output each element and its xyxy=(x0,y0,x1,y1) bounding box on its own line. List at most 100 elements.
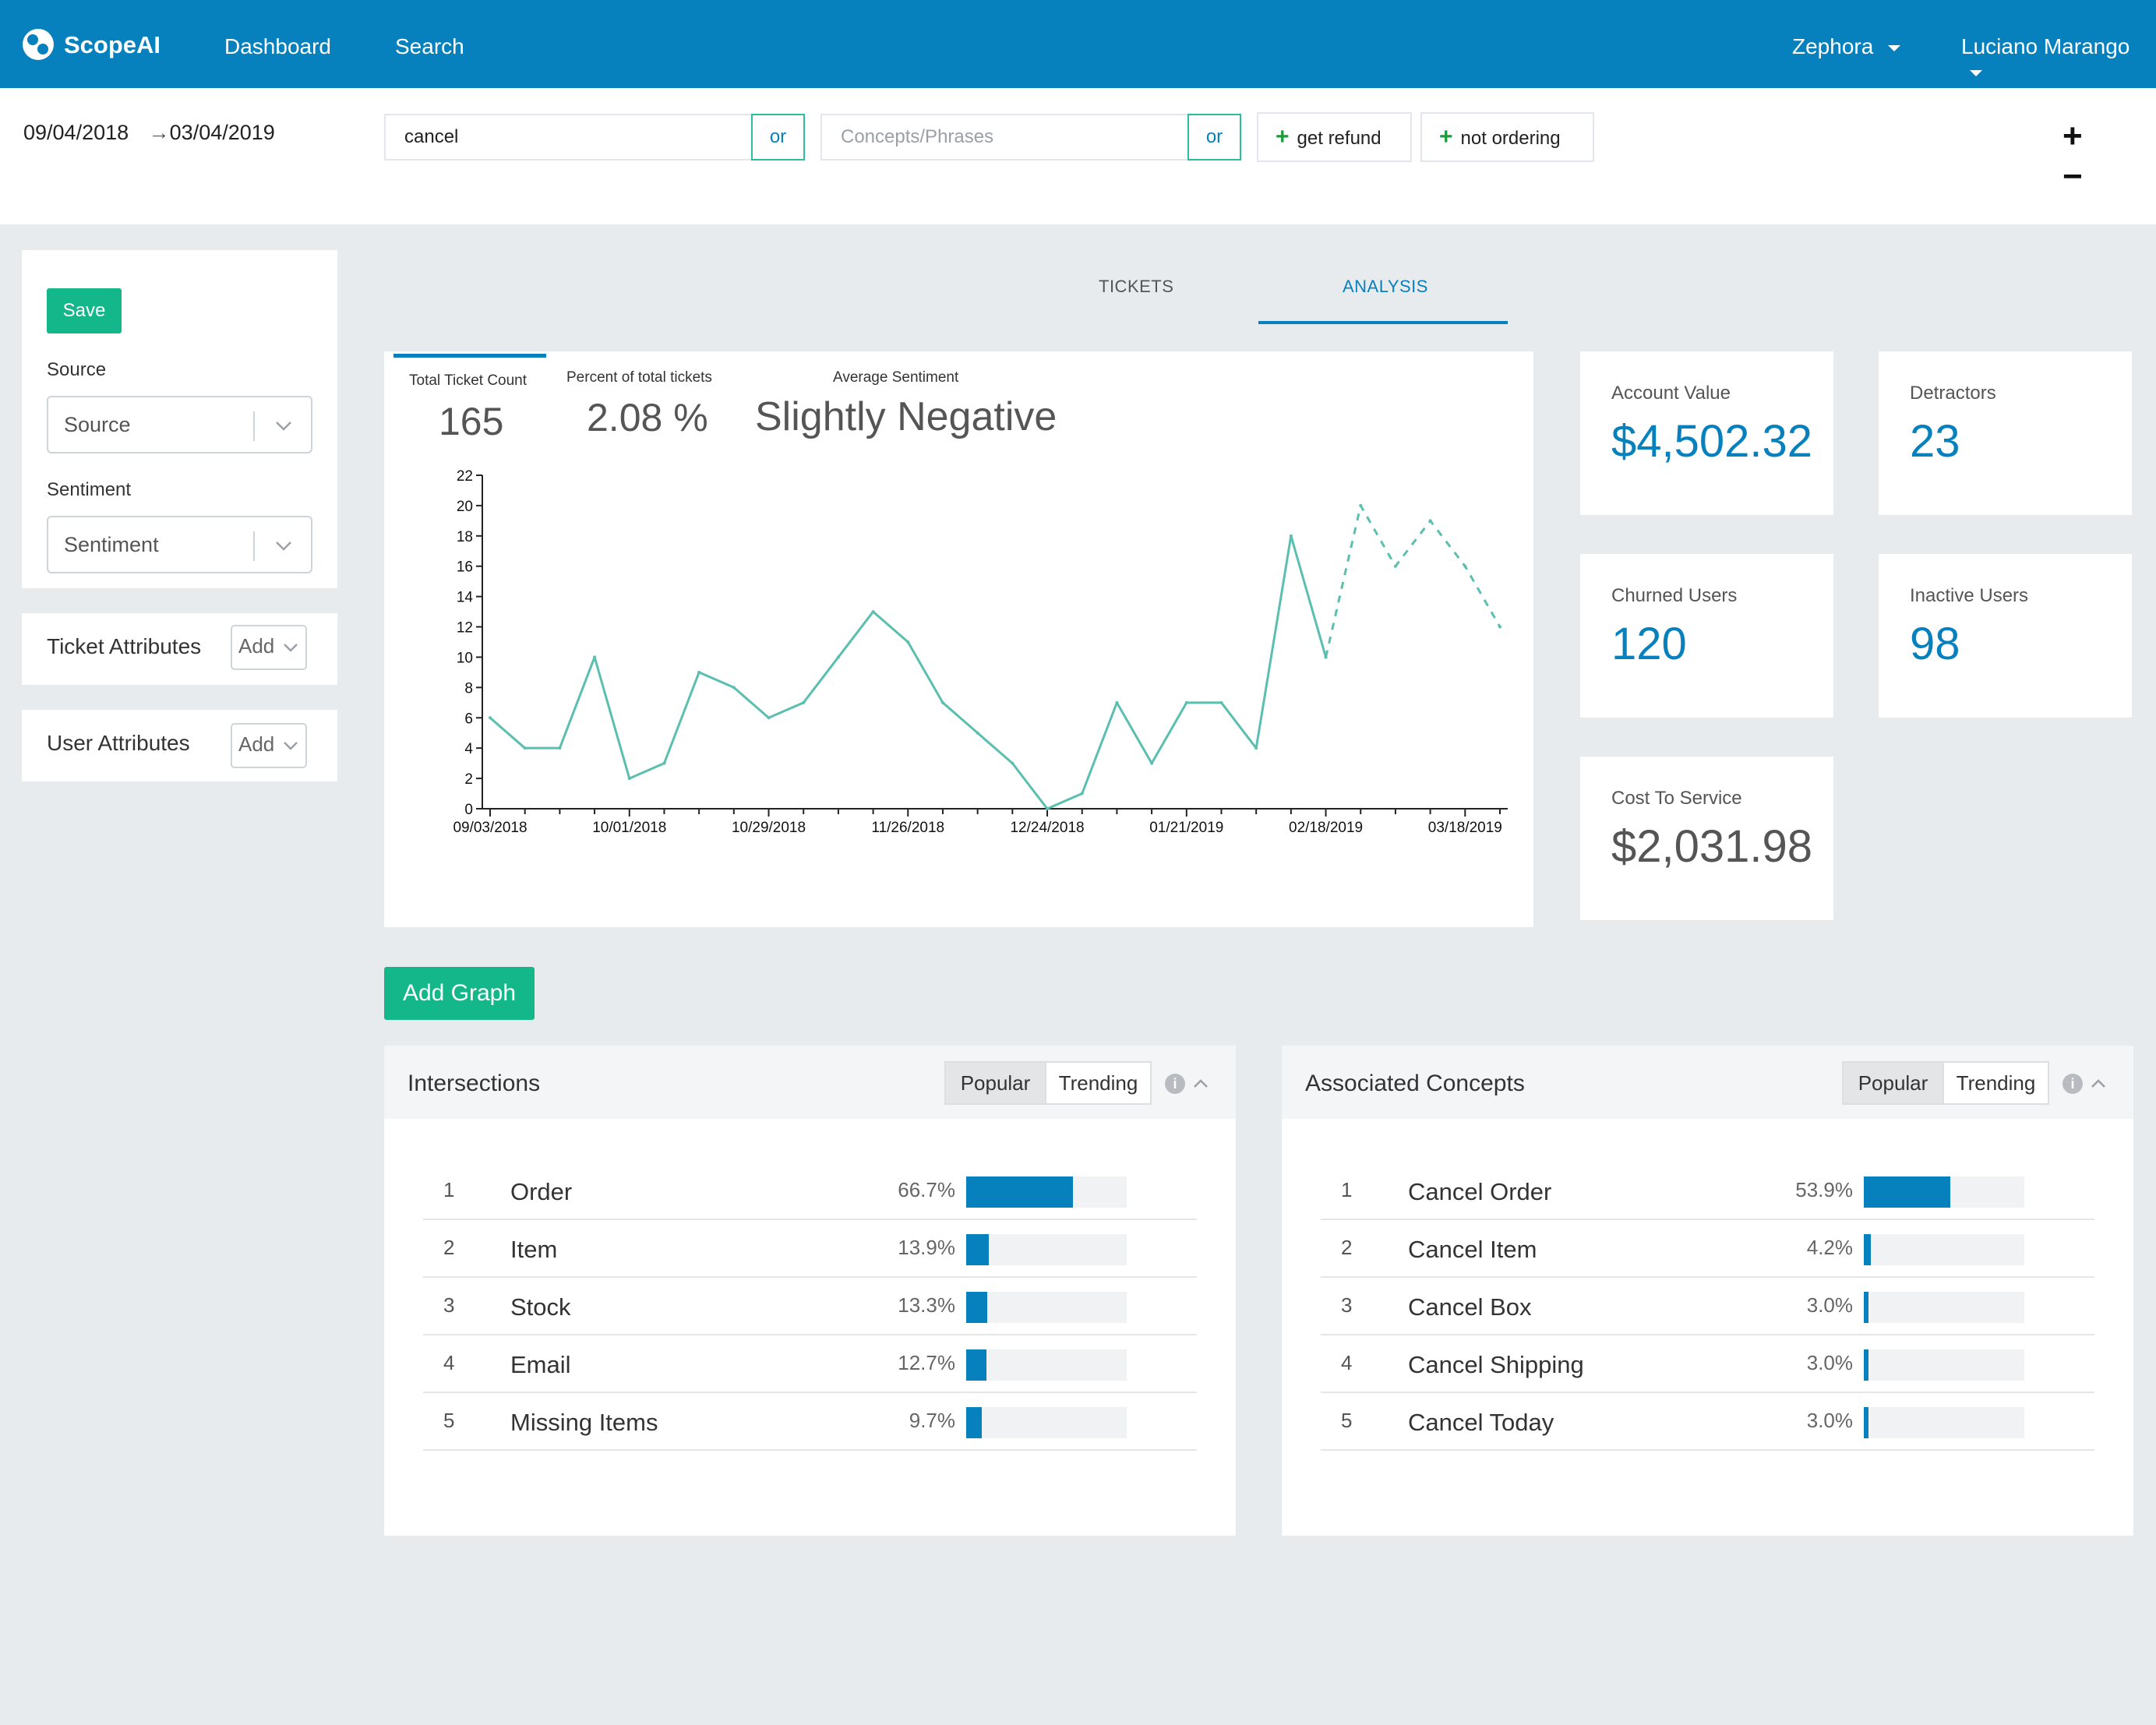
card-churned-users[interactable]: Churned Users 120 xyxy=(1580,554,1833,718)
concepts-list: 1 Cancel Order 53.9% 2 Cancel Item 4.2% 3 Cance… xyxy=(1321,1162,2094,1451)
user-name: Luciano Marango xyxy=(1961,34,2130,58)
tag-get-refund[interactable]: + get refund xyxy=(1257,112,1412,162)
ticket-attributes-add-button[interactable]: Add xyxy=(231,625,307,670)
tab-analysis[interactable]: ANALYSIS xyxy=(1343,277,1428,296)
list-row[interactable]: 1 Order 66.7% xyxy=(423,1162,1197,1220)
card-label: Detractors xyxy=(1910,383,1996,404)
user-attributes-add-button[interactable]: Add xyxy=(231,723,307,768)
list-row[interactable]: 4 Email 12.7% xyxy=(423,1335,1197,1393)
series-line-projected xyxy=(1325,504,1501,658)
data-point xyxy=(802,700,806,704)
chevron-down-icon xyxy=(284,644,298,652)
card-label: Inactive Users xyxy=(1910,585,2029,606)
ticket-line-chart: 0 2 4 6 8 10 12 14 16 18 20 22 09/03/2018 10/01/2018 1… xyxy=(453,468,1508,836)
card-value: $2,031.98 xyxy=(1611,821,1813,872)
tag-not-ordering[interactable]: + not ordering xyxy=(1420,112,1594,162)
nav-dashboard[interactable]: Dashboard xyxy=(224,34,331,58)
row-bar-track xyxy=(966,1407,1127,1438)
x-tick-label: 12/24/2018 xyxy=(1010,820,1084,836)
data-point xyxy=(697,670,701,674)
intersections-trending-toggle[interactable]: Trending xyxy=(1045,1061,1152,1105)
row-bar-fill xyxy=(966,1407,982,1438)
row-rank: 2 xyxy=(1341,1236,1353,1259)
row-name: Cancel Today xyxy=(1408,1409,1554,1436)
row-bar-fill xyxy=(1864,1407,1868,1438)
intersections-panel: Intersections Popular Trending i 1 Order 6… xyxy=(384,1046,1236,1536)
add-graph-button[interactable]: Add Graph xyxy=(384,967,535,1020)
data-point xyxy=(767,716,771,720)
info-icon[interactable]: i xyxy=(2062,1074,2083,1094)
tag-label: get refund xyxy=(1297,128,1381,149)
row-bar-fill xyxy=(1864,1234,1871,1265)
card-label: Cost To Service xyxy=(1611,788,1742,809)
sentiment-value: Sentiment xyxy=(64,533,159,556)
user-menu[interactable]: Luciano Marango xyxy=(1961,34,2156,84)
or-button-1[interactable]: or xyxy=(751,114,805,161)
zoom-in-button[interactable]: + xyxy=(2062,117,2083,155)
list-row[interactable]: 3 Cancel Box 3.0% xyxy=(1321,1278,2094,1335)
tab-tickets[interactable]: TICKETS xyxy=(1099,277,1174,296)
row-name: Cancel Item xyxy=(1408,1236,1537,1263)
y-tick-label: 6 xyxy=(464,711,473,727)
list-row[interactable]: 3 Stock 13.3% xyxy=(423,1278,1197,1335)
y-tick-label: 16 xyxy=(457,559,473,576)
plus-icon: + xyxy=(1276,124,1290,150)
plus-icon: + xyxy=(1439,124,1453,150)
list-row[interactable]: 5 Missing Items 9.7% xyxy=(423,1393,1197,1451)
y-tick-label: 0 xyxy=(464,802,473,818)
zoom-out-button[interactable]: − xyxy=(2062,157,2083,196)
chevron-up-icon[interactable] xyxy=(1192,1075,1209,1092)
ticket-attributes-label: Ticket Attributes xyxy=(47,634,202,658)
data-point xyxy=(976,731,979,735)
row-name: Cancel Box xyxy=(1408,1293,1532,1321)
date-range[interactable]: 09/04/2018 →03/04/2019 xyxy=(23,121,275,145)
row-bar-track xyxy=(1864,1349,2024,1381)
row-rank: 3 xyxy=(1341,1293,1353,1317)
data-point xyxy=(1463,564,1467,568)
card-detractors[interactable]: Detractors 23 xyxy=(1879,351,2132,515)
or-button-2[interactable]: or xyxy=(1187,114,1241,161)
list-row[interactable]: 5 Cancel Today 3.0% xyxy=(1321,1393,2094,1451)
row-name: Cancel Order xyxy=(1408,1178,1552,1205)
org-switcher[interactable]: Zephora xyxy=(1792,34,1901,59)
list-row[interactable]: 2 Cancel Item 4.2% xyxy=(1321,1220,2094,1278)
card-account-value[interactable]: Account Value $4,502.32 xyxy=(1580,351,1833,515)
row-percent: 53.9% xyxy=(1795,1178,1853,1201)
chart-panel: Total Ticket Count 165 Percent of total … xyxy=(384,351,1533,927)
row-bar-fill xyxy=(1864,1292,1868,1323)
row-percent: 13.3% xyxy=(898,1293,955,1317)
list-row[interactable]: 1 Cancel Order 53.9% xyxy=(1321,1162,2094,1220)
source-select[interactable]: Source xyxy=(47,396,312,453)
nav-search[interactable]: Search xyxy=(395,34,464,58)
caret-down-icon xyxy=(1970,69,1982,76)
concepts-input[interactable]: Concepts/Phrases xyxy=(820,114,1189,161)
total-ticket-count-value: 165 xyxy=(439,400,504,443)
card-label: Churned Users xyxy=(1611,585,1738,606)
sentiment-select[interactable]: Sentiment xyxy=(47,516,312,573)
query-input[interactable]: cancel xyxy=(384,114,753,161)
card-inactive-users[interactable]: Inactive Users 98 xyxy=(1879,554,2132,718)
x-tick-label: 10/29/2018 xyxy=(732,820,806,836)
save-button[interactable]: Save xyxy=(47,288,122,333)
x-tick-label: 09/03/2018 xyxy=(453,820,527,836)
intersections-popular-toggle[interactable]: Popular xyxy=(944,1061,1046,1105)
date-end: 03/04/2019 xyxy=(169,121,275,144)
caret-down-icon xyxy=(1888,44,1901,51)
data-point xyxy=(1011,761,1014,765)
card-cost-to-service[interactable]: Cost To Service $2,031.98 xyxy=(1580,757,1833,920)
row-rank: 4 xyxy=(443,1351,455,1374)
list-row[interactable]: 2 Item 13.9% xyxy=(423,1220,1197,1278)
row-bar-fill xyxy=(966,1176,1073,1208)
logo[interactable]: ScopeAI xyxy=(22,28,170,62)
info-icon[interactable]: i xyxy=(1165,1074,1185,1094)
average-sentiment-value: Slightly Negative xyxy=(755,394,1057,439)
concepts-trending-toggle[interactable]: Trending xyxy=(1943,1061,2049,1105)
list-row[interactable]: 4 Cancel Shipping 3.0% xyxy=(1321,1335,2094,1393)
series-line-tickets xyxy=(489,534,1327,810)
y-tick-label: 12 xyxy=(457,620,473,637)
concepts-popular-toggle[interactable]: Popular xyxy=(1842,1061,1944,1105)
chevron-up-icon[interactable] xyxy=(2090,1075,2107,1092)
add-label: Add xyxy=(238,732,275,756)
row-bar-fill xyxy=(966,1292,987,1323)
row-bar-track xyxy=(1864,1234,2024,1265)
